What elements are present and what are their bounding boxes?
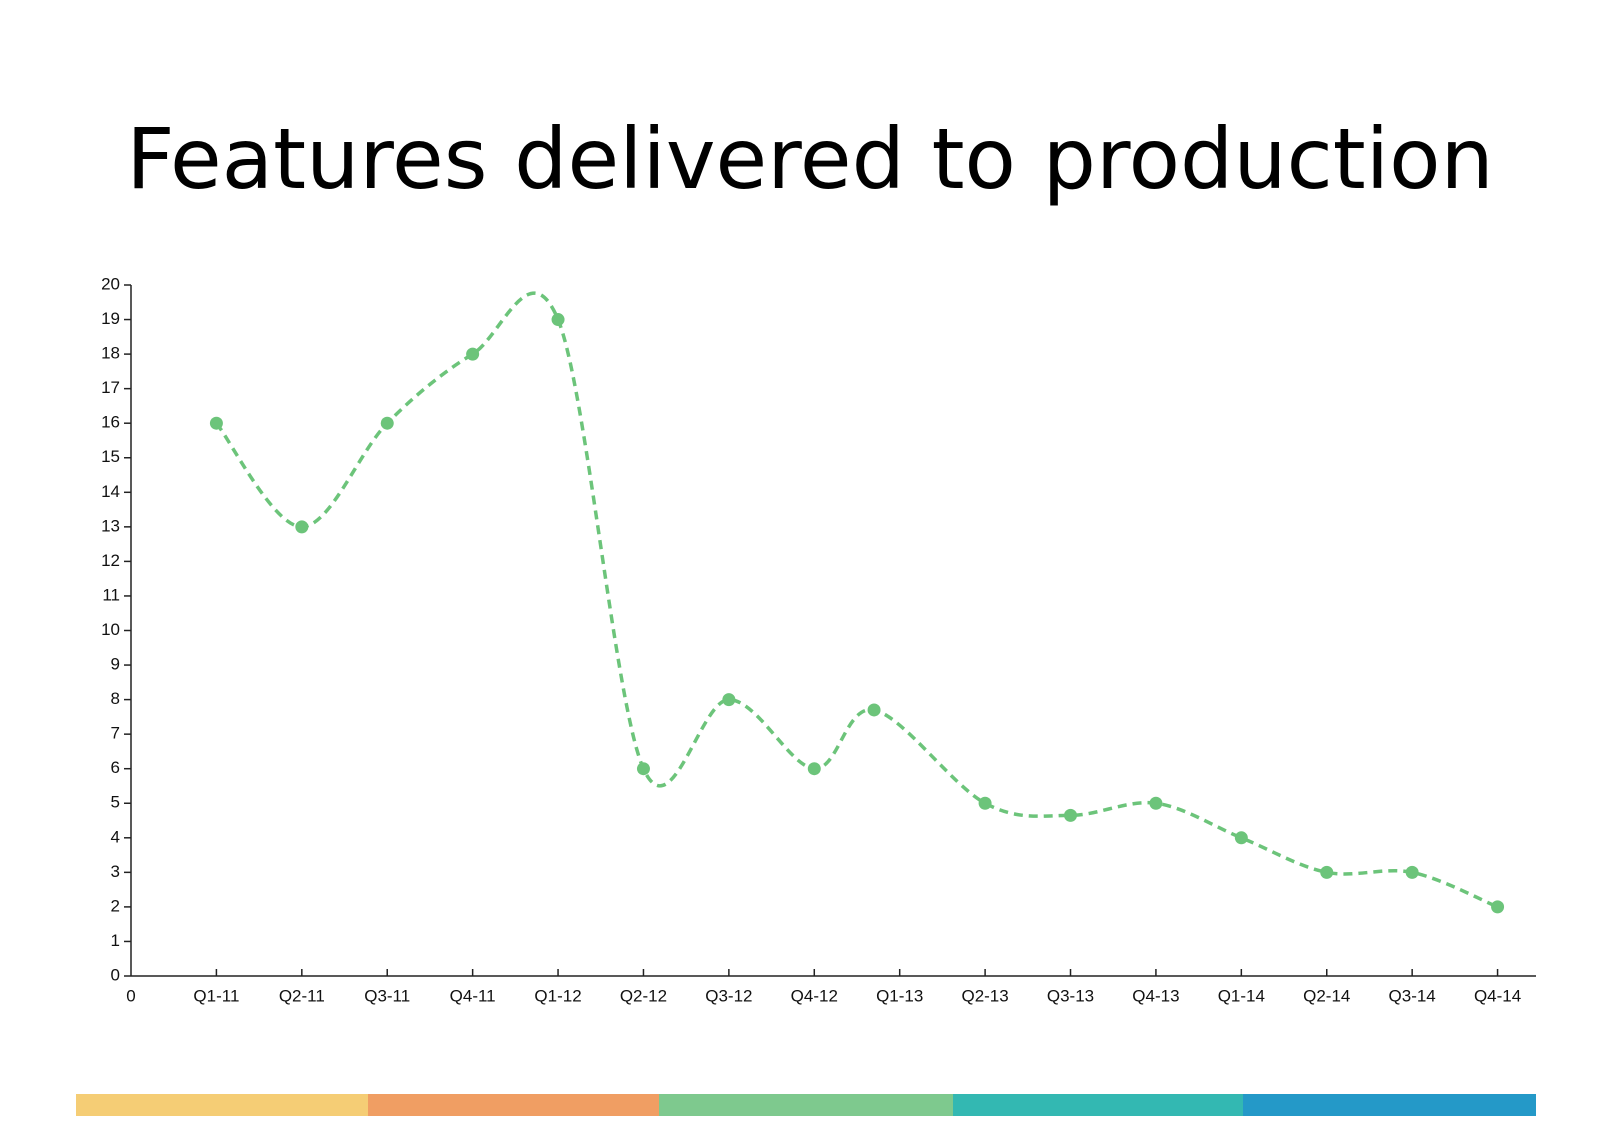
data-point xyxy=(1405,865,1419,879)
x-tick-label: Q2-14 xyxy=(1303,986,1350,1005)
x-tick-label: Q2-12 xyxy=(620,986,667,1005)
x-tick-label: Q3-12 xyxy=(705,986,752,1005)
y-tick-label: 13 xyxy=(101,516,120,535)
color-bar-segment xyxy=(953,1094,1243,1116)
y-tick-label: 1 xyxy=(111,931,120,950)
data-point xyxy=(209,416,223,430)
data-point xyxy=(807,762,821,776)
x-tick-label: Q1-13 xyxy=(876,986,923,1005)
y-tick-label: 0 xyxy=(111,965,120,984)
x-tick-label: Q3-13 xyxy=(1047,986,1094,1005)
data-point xyxy=(1491,900,1505,914)
y-tick-label: 9 xyxy=(111,655,120,674)
y-tick-label: 8 xyxy=(111,689,120,708)
x-tick-label: 0 xyxy=(126,986,135,1005)
data-point xyxy=(978,796,992,810)
color-bar-segment xyxy=(368,1094,659,1116)
y-tick-label: 3 xyxy=(111,862,120,881)
color-bar-segment xyxy=(659,1094,953,1116)
x-tick-label: Q2-13 xyxy=(961,986,1008,1005)
color-bar xyxy=(76,1094,1536,1116)
data-point xyxy=(551,313,565,327)
data-point xyxy=(295,520,309,534)
x-tick-label: Q4-13 xyxy=(1132,986,1179,1005)
y-tick-label: 6 xyxy=(111,758,120,777)
x-tick-label: Q2-11 xyxy=(279,986,325,1005)
x-tick-label: Q3-11 xyxy=(364,986,410,1005)
y-tick-label: 16 xyxy=(101,413,120,432)
x-tick-label: Q1-11 xyxy=(193,986,239,1005)
data-point xyxy=(1149,796,1163,810)
x-tick-label: Q4-12 xyxy=(791,986,838,1005)
data-point xyxy=(722,693,736,707)
data-point xyxy=(1320,865,1334,879)
y-tick-label: 20 xyxy=(101,274,120,293)
x-tick-label: Q4-11 xyxy=(450,986,496,1005)
y-tick-label: 17 xyxy=(101,378,120,397)
y-tick-label: 5 xyxy=(111,793,120,812)
color-bar-segment xyxy=(76,1094,368,1116)
x-tick-label: Q1-12 xyxy=(534,986,581,1005)
x-tick-label: Q4-14 xyxy=(1474,986,1521,1005)
y-tick-label: 4 xyxy=(111,827,120,846)
y-tick-label: 10 xyxy=(101,620,120,639)
y-tick-label: 14 xyxy=(101,482,120,501)
data-point xyxy=(867,703,881,717)
color-bar-segment xyxy=(1243,1094,1536,1116)
y-tick-label: 11 xyxy=(102,585,120,604)
chart-title: Features delivered to production xyxy=(126,110,1493,208)
data-point xyxy=(466,347,480,361)
x-tick-label: Q1-14 xyxy=(1218,986,1265,1005)
data-point xyxy=(380,416,394,430)
data-point xyxy=(1064,808,1078,822)
y-tick-label: 2 xyxy=(111,896,120,915)
x-tick-label: Q3-14 xyxy=(1389,986,1436,1005)
y-tick-label: 12 xyxy=(101,551,120,570)
y-tick-label: 7 xyxy=(111,724,120,743)
data-point xyxy=(1234,831,1248,845)
y-tick-label: 19 xyxy=(101,309,120,328)
data-line xyxy=(215,291,1499,909)
y-tick-label: 18 xyxy=(101,344,120,363)
data-point xyxy=(636,762,650,776)
y-tick-label: 15 xyxy=(101,447,120,466)
